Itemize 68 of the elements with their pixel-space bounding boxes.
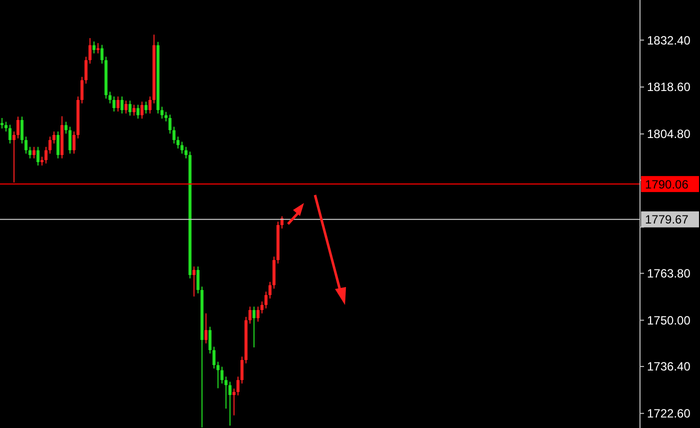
candlestick [132, 104, 136, 116]
y-tick-label: 1750.00 [647, 313, 691, 328]
candlestick [228, 381, 232, 426]
candlestick [256, 306, 260, 322]
candlestick [56, 131, 60, 159]
candlestick [48, 136, 52, 154]
candlestick [32, 146, 36, 159]
candlestick [164, 111, 168, 122]
candlestick [68, 126, 72, 154]
candlestick [112, 96, 116, 112]
ref-line-label: 1790.06 [645, 177, 689, 192]
candlestick [12, 131, 16, 184]
candlestick [260, 301, 264, 314]
candlestick [184, 146, 188, 159]
candlestick [80, 76, 84, 104]
candlestick [100, 44, 104, 64]
candlestick [44, 146, 48, 164]
y-tick-label: 1818.60 [647, 80, 691, 94]
candlestick [268, 281, 272, 299]
y-tick-label: 1804.80 [647, 127, 691, 142]
candlestick [72, 131, 76, 154]
candlestick [36, 146, 40, 166]
candlestick [140, 101, 144, 120]
candlestick [168, 114, 172, 134]
y-tick-label: 1832.40 [647, 33, 691, 48]
y-tick-label: 1763.80 [647, 266, 691, 281]
candlestick [92, 40, 96, 54]
candlestick [84, 56, 88, 84]
candlestick [16, 116, 20, 139]
candlestick [20, 116, 24, 144]
candlestick [208, 326, 212, 354]
candlestick [204, 312, 208, 344]
candlestick [116, 96, 120, 112]
candlestick [136, 104, 140, 120]
candlestick [240, 356, 244, 384]
candlestick [160, 106, 164, 120]
candlestick [24, 136, 28, 154]
candlestick [4, 121, 8, 132]
candlestick [220, 366, 224, 384]
candlestick [176, 136, 180, 150]
candlestick [52, 131, 56, 144]
candlestick [248, 306, 252, 324]
ref-line-label: 1779.67 [645, 212, 689, 227]
candlestick [232, 388, 236, 416]
candlestick [192, 266, 196, 297]
candlestick [148, 96, 152, 114]
candlestick [124, 100, 128, 114]
candlestick [216, 361, 220, 389]
candlestick [88, 38, 92, 64]
candlestick [196, 266, 200, 294]
candlestick [8, 124, 12, 144]
candlestick [108, 91, 112, 104]
candlestick [236, 376, 240, 396]
candlestick [120, 96, 124, 114]
candlestick [252, 306, 256, 348]
candlestick [28, 146, 32, 159]
candlestick [264, 291, 268, 309]
candlestick [0, 117, 4, 129]
candlestick [180, 141, 184, 154]
candlestick [128, 100, 132, 116]
candlestick [64, 121, 68, 134]
candlestick [144, 101, 148, 114]
candlestick [172, 126, 176, 144]
y-tick-label: 1722.60 [647, 406, 691, 421]
candlestick [96, 42, 100, 54]
candlestick [212, 346, 216, 370]
candlestick [224, 376, 228, 410]
y-tick-label: 1736.40 [647, 360, 691, 374]
